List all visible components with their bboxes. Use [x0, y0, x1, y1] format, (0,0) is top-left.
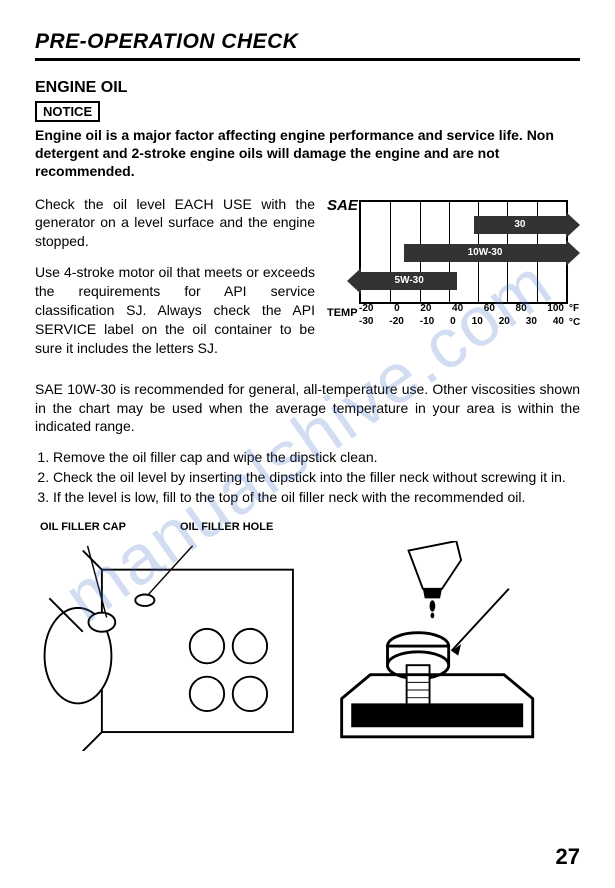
ticks-celsius: -30-20-10010203040 — [359, 316, 564, 327]
notice-badge: NOTICE — [35, 101, 100, 122]
label-filler-cap: OIL FILLER CAP — [40, 521, 126, 533]
sae-label: SAE — [327, 197, 358, 214]
diagram-left: OIL FILLER CAP OIL FILLER HOLE — [35, 521, 303, 771]
diagram-row: OIL FILLER CAP OIL FILLER HOLE UPPER LEV… — [35, 521, 580, 771]
procedure-list: Remove the oil filler cap and wipe the d… — [35, 448, 580, 507]
chart-bar: 10W-30 — [404, 244, 566, 262]
paragraph-1: Check the oil level EACH USE with the ge… — [35, 195, 315, 252]
instruction-column: Check the oil level EACH USE with the ge… — [35, 195, 315, 370]
step-item: Check the oil level by inserting the dip… — [53, 468, 580, 487]
viscosity-chart: SAE 30 10W-30 5W-30 TEMP -20020406080100 -… — [327, 195, 580, 365]
chart-box: 30 10W-30 5W-30 — [359, 200, 568, 304]
section-heading: ENGINE OIL — [35, 79, 580, 97]
title-rule — [35, 58, 580, 61]
warning-paragraph: Engine oil is a major factor affecting e… — [35, 126, 580, 181]
unit-f: °F — [569, 303, 579, 314]
chart-bar: 30 — [474, 216, 566, 234]
unit-c: °C — [569, 317, 580, 328]
temp-label: TEMP — [327, 307, 358, 319]
page-number: 27 — [556, 844, 580, 870]
page-title: PRE-OPERATION CHECK — [35, 30, 580, 54]
illustration-generator — [35, 541, 302, 751]
paragraph-2: Use 4-stroke motor oil that meets or exc… — [35, 263, 315, 357]
chart-bar: 5W-30 — [361, 272, 457, 290]
label-filler-hole: OIL FILLER HOLE — [180, 521, 273, 533]
diagram-right: UPPER LEVEL — [313, 521, 581, 771]
ticks-fahrenheit: -20020406080100 — [359, 303, 564, 314]
paragraph-3: SAE 10W-30 is recommended for general, a… — [35, 380, 580, 437]
step-item: Remove the oil filler cap and wipe the d… — [53, 448, 580, 467]
chart-ticks: -20020406080100 -30-20-10010203040 — [359, 303, 564, 327]
illustration-dipstick — [313, 541, 580, 751]
step-item: If the level is low, fill to the top of … — [53, 488, 580, 507]
